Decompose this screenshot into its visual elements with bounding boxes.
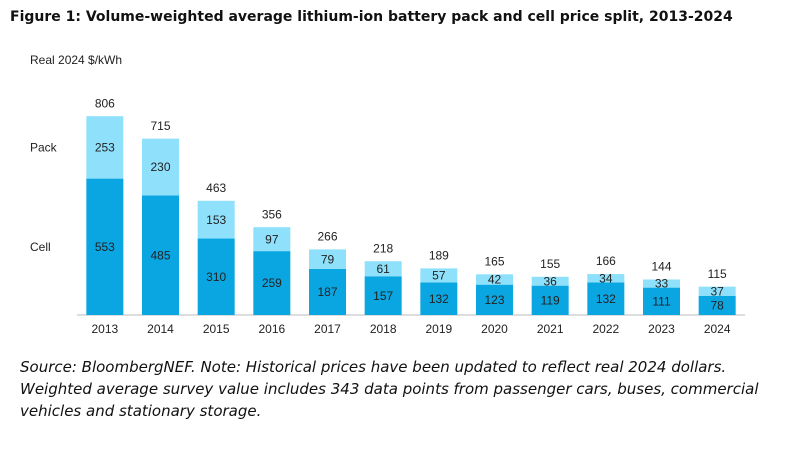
x-tick-label: 2016 bbox=[258, 322, 285, 336]
x-tick-label: 2023 bbox=[648, 322, 675, 336]
chart-title: Figure 1: Volume-weighted average lithiu… bbox=[10, 9, 733, 25]
data-label: 553 bbox=[95, 240, 115, 254]
total-label: 115 bbox=[708, 267, 727, 281]
bar-segment bbox=[197, 238, 235, 315]
y-axis-label: Real 2024 $/kWh bbox=[30, 53, 122, 67]
total-label: 356 bbox=[262, 207, 282, 221]
total-label: 166 bbox=[596, 254, 616, 268]
data-label: 34 bbox=[599, 271, 613, 285]
x-tick-label: 2018 bbox=[370, 322, 397, 336]
x-tick-label: 2022 bbox=[592, 322, 619, 336]
x-tick-label: 2021 bbox=[537, 322, 564, 336]
total-label: 155 bbox=[540, 257, 560, 271]
bar-segment bbox=[420, 268, 458, 283]
data-label: 37 bbox=[710, 284, 724, 298]
data-label: 230 bbox=[150, 160, 170, 174]
total-label: 715 bbox=[150, 119, 170, 133]
data-label: 61 bbox=[376, 262, 390, 276]
total-label: 144 bbox=[651, 260, 671, 274]
x-tick-label: 2019 bbox=[425, 322, 452, 336]
bar-segment bbox=[309, 249, 346, 269]
bar-segment bbox=[420, 282, 458, 315]
total-label: 266 bbox=[317, 230, 337, 244]
bar-segment bbox=[253, 251, 291, 315]
x-tick-label: 2015 bbox=[203, 322, 230, 336]
legend-label: Pack bbox=[30, 141, 58, 155]
data-label: 119 bbox=[541, 293, 560, 307]
bar-segment bbox=[698, 286, 736, 296]
bar-segment bbox=[86, 116, 124, 179]
data-label: 57 bbox=[432, 269, 446, 283]
bar-segment bbox=[476, 284, 513, 315]
data-label: 310 bbox=[206, 270, 226, 284]
bar-segment bbox=[587, 274, 625, 283]
data-label: 123 bbox=[484, 293, 504, 307]
bar-segment bbox=[531, 285, 569, 315]
bar-segment bbox=[476, 274, 513, 285]
data-label: 33 bbox=[655, 277, 669, 291]
data-label: 485 bbox=[150, 248, 170, 262]
bar-segment bbox=[142, 195, 179, 315]
bar-segment bbox=[364, 261, 402, 277]
bar-segment bbox=[309, 268, 346, 315]
x-tick-label: 2020 bbox=[481, 322, 508, 336]
bar-segment bbox=[698, 295, 736, 315]
data-label: 111 bbox=[652, 294, 671, 308]
total-label: 165 bbox=[484, 254, 504, 268]
x-tick-label: 2024 bbox=[704, 322, 731, 336]
data-label: 153 bbox=[206, 213, 226, 227]
data-label: 253 bbox=[95, 141, 115, 155]
data-label: 78 bbox=[710, 299, 724, 313]
x-tick-label: 2013 bbox=[91, 322, 118, 336]
data-label: 36 bbox=[543, 274, 557, 288]
bar-segment bbox=[587, 282, 625, 315]
x-tick-label: 2014 bbox=[147, 322, 174, 336]
data-label: 187 bbox=[317, 285, 337, 299]
source-note: Source: BloombergNEF. Note: Historical p… bbox=[20, 358, 759, 420]
data-label: 42 bbox=[488, 273, 502, 287]
total-label: 189 bbox=[429, 249, 449, 263]
bar-segment bbox=[142, 138, 179, 196]
data-label: 79 bbox=[321, 252, 335, 266]
total-label: 218 bbox=[373, 241, 393, 255]
bar-segment bbox=[86, 178, 124, 315]
bar-segment bbox=[643, 279, 680, 288]
bar-segment bbox=[197, 200, 235, 239]
total-label: 806 bbox=[95, 96, 115, 110]
x-tick-label: 2017 bbox=[314, 322, 341, 336]
bar-segment bbox=[643, 287, 680, 315]
legend-label: Cell bbox=[30, 240, 51, 254]
data-label: 132 bbox=[429, 292, 449, 306]
data-label: 132 bbox=[596, 292, 616, 306]
bar-segment bbox=[253, 227, 291, 252]
bar-segment bbox=[531, 276, 569, 286]
total-label: 463 bbox=[206, 181, 226, 195]
data-label: 97 bbox=[265, 232, 279, 246]
data-label: 157 bbox=[373, 289, 393, 303]
chart: Real 2024 $/kWh 2013 553 Cell 253 Pack 806 201… bbox=[30, 53, 745, 336]
bar-segment bbox=[364, 276, 402, 315]
data-label: 259 bbox=[262, 276, 282, 290]
